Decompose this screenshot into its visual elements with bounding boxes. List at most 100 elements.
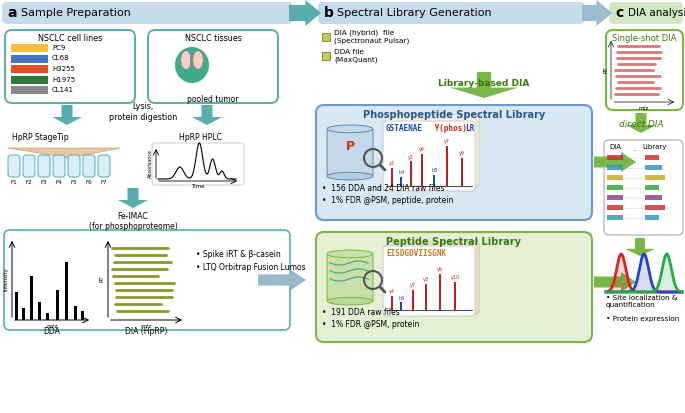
Ellipse shape [193, 51, 203, 69]
Bar [400, 177, 403, 186]
Text: • Spike iRT & β-casein: • Spike iRT & β-casein [196, 250, 281, 259]
Polygon shape [8, 148, 120, 158]
Polygon shape [594, 272, 636, 292]
Bar [22, 308, 25, 320]
Text: CL68: CL68 [52, 55, 70, 62]
Text: pooled tumor: pooled tumor [187, 95, 239, 104]
Text: DIA analysis: DIA analysis [628, 8, 685, 18]
Text: b: b [324, 6, 334, 20]
Text: Spectral Library Generation: Spectral Library Generation [337, 8, 492, 18]
Ellipse shape [327, 297, 373, 305]
FancyBboxPatch shape [8, 155, 20, 177]
Bar [607, 195, 623, 200]
Text: ...: ... [632, 144, 640, 153]
Bar [645, 155, 659, 160]
Text: a: a [7, 6, 16, 20]
Ellipse shape [175, 47, 209, 83]
FancyBboxPatch shape [5, 30, 135, 103]
Bar [11, 76, 48, 83]
Bar [38, 302, 41, 320]
Bar [11, 44, 48, 52]
Text: Time: Time [191, 184, 205, 189]
Bar [391, 296, 393, 310]
Bar [645, 165, 662, 170]
Bar [11, 55, 48, 62]
Polygon shape [289, 0, 321, 26]
FancyBboxPatch shape [318, 2, 585, 24]
Bar [11, 65, 48, 73]
Text: DIA (HpRP): DIA (HpRP) [125, 327, 167, 336]
Bar [645, 195, 662, 200]
Bar [15, 292, 18, 320]
FancyBboxPatch shape [98, 155, 110, 177]
Text: y4: y4 [389, 290, 395, 294]
Ellipse shape [327, 172, 373, 180]
Bar [425, 284, 427, 310]
Bar [645, 185, 659, 190]
FancyBboxPatch shape [316, 232, 592, 342]
FancyBboxPatch shape [383, 246, 475, 316]
FancyBboxPatch shape [385, 118, 477, 188]
Text: F3: F3 [40, 180, 47, 185]
Text: DDA: DDA [44, 327, 60, 336]
Bar [190, 55, 192, 67]
Text: Single-shot DIA: Single-shot DIA [612, 34, 676, 43]
Ellipse shape [181, 51, 191, 69]
FancyBboxPatch shape [316, 105, 592, 220]
Bar [421, 154, 423, 186]
Bar [56, 290, 59, 320]
FancyBboxPatch shape [606, 30, 683, 110]
FancyBboxPatch shape [385, 244, 477, 314]
FancyBboxPatch shape [387, 242, 479, 314]
Text: m/z: m/z [47, 323, 58, 328]
Text: y9: y9 [437, 268, 443, 273]
Bar [433, 175, 436, 186]
Text: Fe-IMAC
(for phosphoproteome): Fe-IMAC (for phosphoproteome) [88, 212, 177, 231]
Bar [400, 302, 403, 310]
Bar [607, 215, 623, 220]
Text: F6: F6 [86, 180, 92, 185]
Polygon shape [594, 152, 636, 172]
Bar [645, 175, 665, 180]
Text: H1975: H1975 [52, 76, 75, 83]
Text: HpRP StageTip: HpRP StageTip [12, 133, 68, 142]
Text: direct DIA: direct DIA [619, 120, 663, 129]
Bar [645, 205, 665, 210]
FancyBboxPatch shape [609, 2, 683, 24]
FancyBboxPatch shape [604, 140, 683, 235]
FancyBboxPatch shape [68, 155, 80, 177]
Text: RT: RT [604, 66, 609, 74]
Bar [607, 175, 623, 180]
Text: y3: y3 [389, 161, 395, 166]
Text: y5: y5 [408, 154, 414, 159]
Text: LR: LR [465, 124, 474, 133]
Polygon shape [258, 270, 306, 290]
Text: PC9: PC9 [52, 45, 65, 51]
Text: • Protein expression: • Protein expression [606, 316, 680, 322]
Bar [454, 282, 456, 310]
Bar [607, 185, 623, 190]
Bar [439, 274, 442, 310]
Text: •  156 DDA and 24 DIA raw files: • 156 DDA and 24 DIA raw files [322, 184, 445, 193]
Text: DIA: DIA [609, 144, 621, 150]
Text: y7: y7 [410, 283, 416, 289]
FancyBboxPatch shape [383, 121, 475, 191]
Bar [74, 306, 77, 320]
Text: Intensity: Intensity [4, 267, 9, 291]
Bar [412, 290, 414, 310]
Bar [30, 276, 33, 320]
Ellipse shape [327, 125, 373, 133]
Bar [46, 313, 49, 320]
Polygon shape [118, 188, 148, 208]
Bar [446, 146, 449, 186]
Text: Library: Library [643, 144, 667, 150]
Text: DIA (hybrid)  file
(Spectronaut Pulsar): DIA (hybrid) file (Spectronaut Pulsar) [334, 30, 410, 44]
Text: NSCLC cell lines: NSCLC cell lines [38, 34, 102, 43]
Text: F2: F2 [25, 180, 32, 185]
Bar [322, 33, 330, 41]
Bar [461, 158, 464, 186]
FancyBboxPatch shape [4, 230, 290, 330]
Text: •  1% FDR @PSM, peptide, protein: • 1% FDR @PSM, peptide, protein [322, 196, 453, 205]
Text: F5: F5 [71, 180, 77, 185]
Text: y7: y7 [444, 140, 450, 145]
